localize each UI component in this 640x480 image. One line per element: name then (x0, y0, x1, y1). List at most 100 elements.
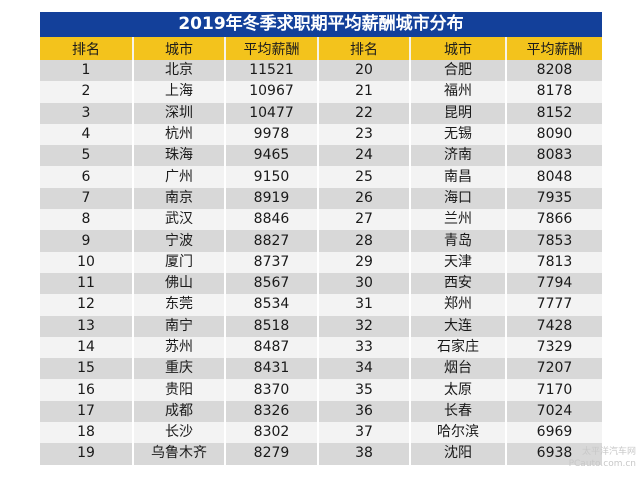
table-row: 7 南京 8919 26 海口 7935 (40, 187, 602, 210)
cell-rank-right: 35 (318, 379, 411, 401)
cell-salary-left: 8326 (225, 400, 319, 423)
cell-city-left: 上海 (133, 81, 226, 103)
cell-city-right: 沈阳 (410, 443, 507, 465)
salary-table-container: 2019年冬季求职期平均薪酬城市分布 排名 城市 平均薪酬 排名 城市 平均薪酬… (40, 12, 602, 465)
cell-salary-right: 7935 (506, 187, 602, 210)
salary-table: 排名 城市 平均薪酬 排名 城市 平均薪酬 1 北京 11521 20 合肥 8208 2 上… (40, 37, 602, 465)
table-row: 10 厦门 8737 29 天津 7813 (40, 251, 602, 273)
cell-city-right: 兰州 (410, 209, 507, 231)
cell-rank-right: 32 (318, 315, 411, 337)
header-salary-left: 平均薪酬 (225, 37, 319, 60)
cell-salary-right: 7794 (506, 272, 602, 295)
cell-salary-right: 8208 (506, 60, 602, 82)
cell-rank-right: 34 (318, 358, 411, 380)
table-row: 2 上海 10967 21 福州 8178 (40, 81, 602, 103)
cell-city-right: 西安 (410, 272, 507, 295)
cell-salary-right: 7024 (506, 400, 602, 423)
cell-city-left: 深圳 (133, 102, 226, 124)
cell-salary-left: 8737 (225, 251, 319, 273)
cell-salary-right: 7329 (506, 336, 602, 359)
header-salary-right: 平均薪酬 (506, 37, 602, 60)
cell-rank-right: 26 (318, 187, 411, 210)
table-row: 9 宁波 8827 28 青岛 7853 (40, 230, 602, 252)
cell-rank-right: 31 (318, 294, 411, 316)
cell-city-left: 武汉 (133, 209, 226, 231)
cell-city-right: 天津 (410, 251, 507, 273)
cell-salary-right: 7813 (506, 251, 602, 273)
header-row: 排名 城市 平均薪酬 排名 城市 平均薪酬 (40, 37, 602, 60)
table-row: 6 广州 9150 25 南昌 8048 (40, 166, 602, 188)
cell-rank-left: 19 (40, 443, 134, 465)
cell-city-right: 郑州 (410, 294, 507, 316)
cell-city-left: 广州 (133, 166, 226, 188)
cell-city-left: 乌鲁木齐 (133, 443, 226, 465)
table-row: 12 东莞 8534 31 郑州 7777 (40, 294, 602, 316)
cell-salary-left: 10477 (225, 102, 319, 124)
table-row: 11 佛山 8567 30 西安 7794 (40, 272, 602, 295)
cell-city-left: 成都 (133, 400, 226, 423)
cell-rank-left: 13 (40, 315, 134, 337)
cell-rank-left: 11 (40, 272, 134, 295)
table-row: 14 苏州 8487 33 石家庄 7329 (40, 336, 602, 359)
header-city-left: 城市 (133, 37, 226, 60)
cell-city-right: 大连 (410, 315, 507, 337)
cell-rank-left: 5 (40, 145, 134, 167)
cell-city-right: 石家庄 (410, 336, 507, 359)
cell-rank-left: 15 (40, 358, 134, 380)
cell-city-left: 长沙 (133, 422, 226, 444)
cell-rank-left: 10 (40, 251, 134, 273)
cell-salary-left: 8279 (225, 443, 319, 465)
watermark: 太平洋汽车网 PCauto.com.cn (569, 446, 636, 470)
cell-rank-left: 2 (40, 81, 134, 103)
cell-city-right: 合肥 (410, 60, 507, 82)
cell-salary-right: 8178 (506, 81, 602, 103)
cell-salary-right: 7866 (506, 209, 602, 231)
cell-city-right: 太原 (410, 379, 507, 401)
cell-city-left: 贵阳 (133, 379, 226, 401)
cell-city-left: 宁波 (133, 230, 226, 252)
cell-rank-right: 27 (318, 209, 411, 231)
table-row: 1 北京 11521 20 合肥 8208 (40, 60, 602, 82)
cell-city-right: 无锡 (410, 123, 507, 146)
cell-city-left: 南宁 (133, 315, 226, 337)
cell-salary-left: 11521 (225, 60, 319, 82)
cell-salary-right: 8152 (506, 102, 602, 124)
cell-city-left: 北京 (133, 60, 226, 82)
cell-salary-left: 9150 (225, 166, 319, 188)
cell-rank-left: 16 (40, 379, 134, 401)
cell-salary-left: 8846 (225, 209, 319, 231)
table-row: 15 重庆 8431 34 烟台 7207 (40, 358, 602, 380)
cell-city-right: 长春 (410, 400, 507, 423)
table-row: 19 乌鲁木齐 8279 38 沈阳 6938 (40, 443, 602, 465)
cell-salary-left: 8431 (225, 358, 319, 380)
cell-rank-left: 12 (40, 294, 134, 316)
cell-salary-right: 7853 (506, 230, 602, 252)
cell-salary-right: 7170 (506, 379, 602, 401)
watermark-line1: 太平洋汽车网 (581, 447, 636, 457)
cell-salary-left: 8370 (225, 379, 319, 401)
cell-city-left: 南京 (133, 187, 226, 210)
cell-city-right: 昆明 (410, 102, 507, 124)
cell-rank-right: 33 (318, 336, 411, 359)
cell-rank-right: 38 (318, 443, 411, 465)
table-body: 1 北京 11521 20 合肥 8208 2 上海 10967 21 福州 8178 3 深圳 10477… (40, 60, 602, 465)
cell-rank-left: 1 (40, 60, 134, 82)
cell-rank-left: 14 (40, 336, 134, 359)
cell-rank-left: 3 (40, 102, 134, 124)
cell-salary-left: 10967 (225, 81, 319, 103)
cell-rank-right: 30 (318, 272, 411, 295)
cell-salary-right: 7777 (506, 294, 602, 316)
cell-salary-left: 8919 (225, 187, 319, 210)
cell-salary-left: 8827 (225, 230, 319, 252)
cell-salary-left: 8567 (225, 272, 319, 295)
cell-rank-right: 28 (318, 230, 411, 252)
cell-rank-left: 6 (40, 166, 134, 188)
cell-rank-left: 7 (40, 187, 134, 210)
table-row: 13 南宁 8518 32 大连 7428 (40, 315, 602, 337)
cell-rank-right: 22 (318, 102, 411, 124)
table-row: 16 贵阳 8370 35 太原 7170 (40, 379, 602, 401)
cell-salary-right: 8083 (506, 145, 602, 167)
table-title: 2019年冬季求职期平均薪酬城市分布 (40, 12, 602, 37)
cell-salary-left: 9978 (225, 123, 319, 146)
cell-city-right: 青岛 (410, 230, 507, 252)
